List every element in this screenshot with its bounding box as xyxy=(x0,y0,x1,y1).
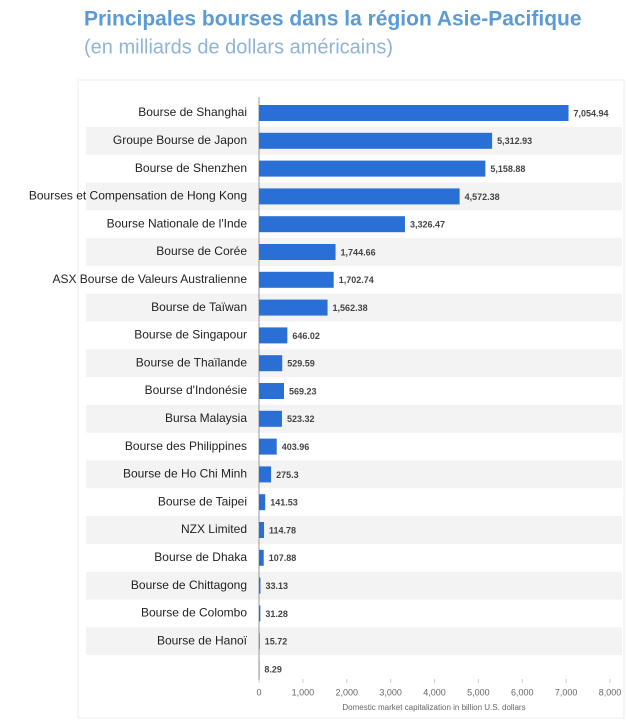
bar xyxy=(259,133,492,149)
value-label: 646.02 xyxy=(292,331,320,341)
bar xyxy=(259,216,405,232)
value-label: 275.3 xyxy=(276,470,299,480)
value-label: 8.29 xyxy=(264,664,282,674)
value-label: 3,326.47 xyxy=(410,220,445,230)
bar xyxy=(259,522,264,538)
y-tick-label: Bourse de Taipei xyxy=(158,494,247,508)
bar xyxy=(259,578,260,594)
value-label: 114.78 xyxy=(269,525,296,535)
value-label: 15.72 xyxy=(265,637,288,647)
x-tick-label: 7,000 xyxy=(555,687,578,697)
y-tick-label: Bourse de Ho Chi Minh xyxy=(123,467,247,481)
x-tick-label: 1,000 xyxy=(292,687,315,697)
y-tick-label: Bourse de Thaïlande xyxy=(136,355,248,369)
bar xyxy=(259,550,264,566)
y-tick-label: Bourse des Philippines xyxy=(125,439,247,453)
bar xyxy=(259,188,460,204)
value-label: 523.32 xyxy=(287,414,315,424)
value-label: 33.13 xyxy=(265,581,288,591)
bar xyxy=(259,105,569,121)
bar xyxy=(259,244,336,260)
row-band xyxy=(86,516,622,544)
y-tick-label: Bourse de Corée xyxy=(156,244,247,258)
value-label: 5,158.88 xyxy=(490,164,525,174)
value-label: 403.96 xyxy=(282,442,310,452)
y-tick-label: Bourse de Singapour xyxy=(134,328,247,342)
x-tick-label: 4,000 xyxy=(423,687,446,697)
value-label: 5,312.93 xyxy=(497,136,532,146)
y-tick-label: Bursa Malaysia xyxy=(165,411,247,425)
bar xyxy=(259,327,287,343)
bar xyxy=(259,605,260,621)
bar xyxy=(259,383,284,399)
y-tick-label: Bourse Nationale de l'Inde xyxy=(107,216,248,230)
value-label: 529.59 xyxy=(287,359,315,369)
value-label: 7,054.94 xyxy=(574,108,609,118)
value-label: 1,562.38 xyxy=(333,303,368,313)
y-tick-label: Bourse de Shenzhen xyxy=(135,161,247,175)
y-tick-label: Groupe Bourse de Japon xyxy=(113,133,247,147)
value-label: 141.53 xyxy=(270,498,298,508)
value-label: 1,744.66 xyxy=(341,247,376,257)
x-tick-label: 6,000 xyxy=(511,687,534,697)
y-tick-label: Bourse de Colombo xyxy=(141,606,247,620)
y-tick-label: Bourse de Chittagong xyxy=(131,578,247,592)
x-tick-label: 2,000 xyxy=(335,687,358,697)
bar xyxy=(259,161,485,177)
bar xyxy=(259,300,328,316)
y-tick-label: Bourse de Shanghai xyxy=(138,105,247,119)
y-tick-label: ASX Bourse de Valeurs Australienne xyxy=(52,272,247,286)
y-tick-label: Bourse de Dhaka xyxy=(154,550,247,564)
y-tick-label: Bourses et Compensation de Hong Kong xyxy=(29,189,247,203)
chart-subtitle: (en milliards de dollars américains) xyxy=(84,36,393,58)
chart-title: Principales bourses dans la région Asie-… xyxy=(84,8,582,31)
value-label: 569.23 xyxy=(289,386,317,396)
bar xyxy=(259,494,265,510)
bar xyxy=(259,355,282,371)
x-axis-title: Domestic market capitalization in billio… xyxy=(342,703,525,712)
x-tick-label: 3,000 xyxy=(379,687,402,697)
x-tick-label: 5,000 xyxy=(467,687,490,697)
value-label: 4,572.38 xyxy=(465,192,500,202)
y-tick-label: Bourse de Taïwan xyxy=(151,300,247,314)
value-label: 107.88 xyxy=(269,553,297,563)
bar xyxy=(259,439,277,455)
y-tick-label: Bourse de Hanoï xyxy=(157,633,248,647)
x-tick-label: 0 xyxy=(256,687,261,697)
bar xyxy=(259,466,271,482)
bar xyxy=(259,411,282,427)
x-tick-label: 8,000 xyxy=(599,687,622,697)
y-tick-label: NZX Limited xyxy=(181,522,247,536)
bar xyxy=(259,272,334,288)
bar xyxy=(259,633,260,649)
value-label: 31.28 xyxy=(265,609,288,619)
value-label: 1,702.74 xyxy=(339,275,374,285)
y-tick-label: Bourse d'Indonésie xyxy=(145,383,248,397)
